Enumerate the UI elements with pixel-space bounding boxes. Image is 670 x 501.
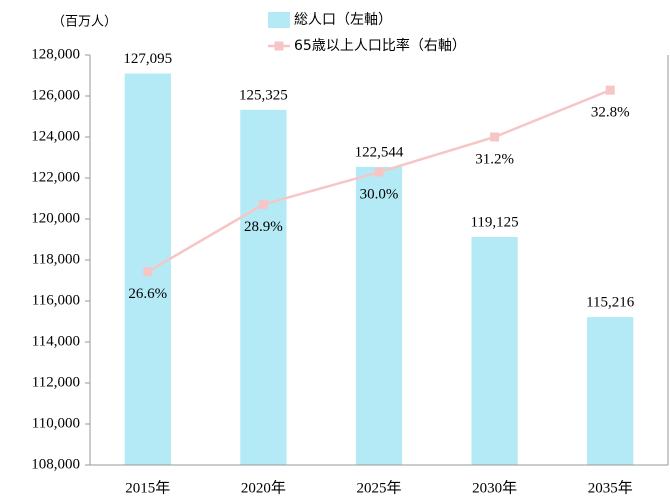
y-tick-label: 116,000 — [32, 292, 80, 308]
bar-value-label: 127,095 — [123, 51, 172, 67]
legend-label: 総人口（左軸） — [294, 12, 392, 28]
line-marker — [374, 167, 384, 177]
line-value-label: 26.6% — [128, 286, 167, 302]
line-value-label: 32.8% — [591, 105, 630, 121]
x-tick-label: 2020年 — [241, 479, 286, 496]
x-tick-label: 2030年 — [472, 479, 517, 496]
x-tick-label: 2025年 — [356, 479, 401, 496]
y-tick-label: 122,000 — [31, 169, 80, 185]
line-value-label: 31.2% — [475, 151, 514, 167]
line-marker — [258, 199, 268, 209]
y-tick-label: 126,000 — [31, 87, 80, 103]
legend-label: 65歳以上人口比率（右軸） — [294, 37, 466, 54]
y-tick-label: 112,000 — [32, 374, 80, 390]
legend-swatch — [268, 12, 290, 28]
line-value-label: 28.9% — [244, 219, 283, 235]
y-tick-label: 108,000 — [31, 456, 80, 472]
y-tick-label: 114,000 — [32, 333, 80, 349]
y-tick-label: 128,000 — [31, 46, 80, 62]
y-tick-label: 110,000 — [32, 415, 80, 431]
line-marker — [490, 132, 500, 142]
bar — [587, 317, 634, 465]
legend-swatch — [274, 41, 284, 51]
bar-value-label: 119,125 — [470, 214, 518, 230]
bar-value-label: 125,325 — [239, 87, 288, 103]
x-tick-label: 2035年 — [588, 479, 633, 496]
line-marker — [143, 267, 153, 277]
bar — [355, 166, 403, 465]
bar — [240, 109, 287, 466]
y-tick-label: 118,000 — [32, 251, 80, 267]
bar — [471, 236, 518, 465]
line-marker — [605, 85, 615, 95]
x-tick-label: 2015年 — [125, 479, 170, 496]
bar-value-label: 122,544 — [355, 144, 404, 160]
y-tick-label: 124,000 — [31, 128, 80, 144]
y-tick-label: 120,000 — [31, 210, 80, 226]
bar-value-label: 115,216 — [586, 295, 635, 311]
line-value-label: 30.0% — [360, 187, 399, 203]
y-axis-label: （百万人） — [52, 15, 117, 30]
